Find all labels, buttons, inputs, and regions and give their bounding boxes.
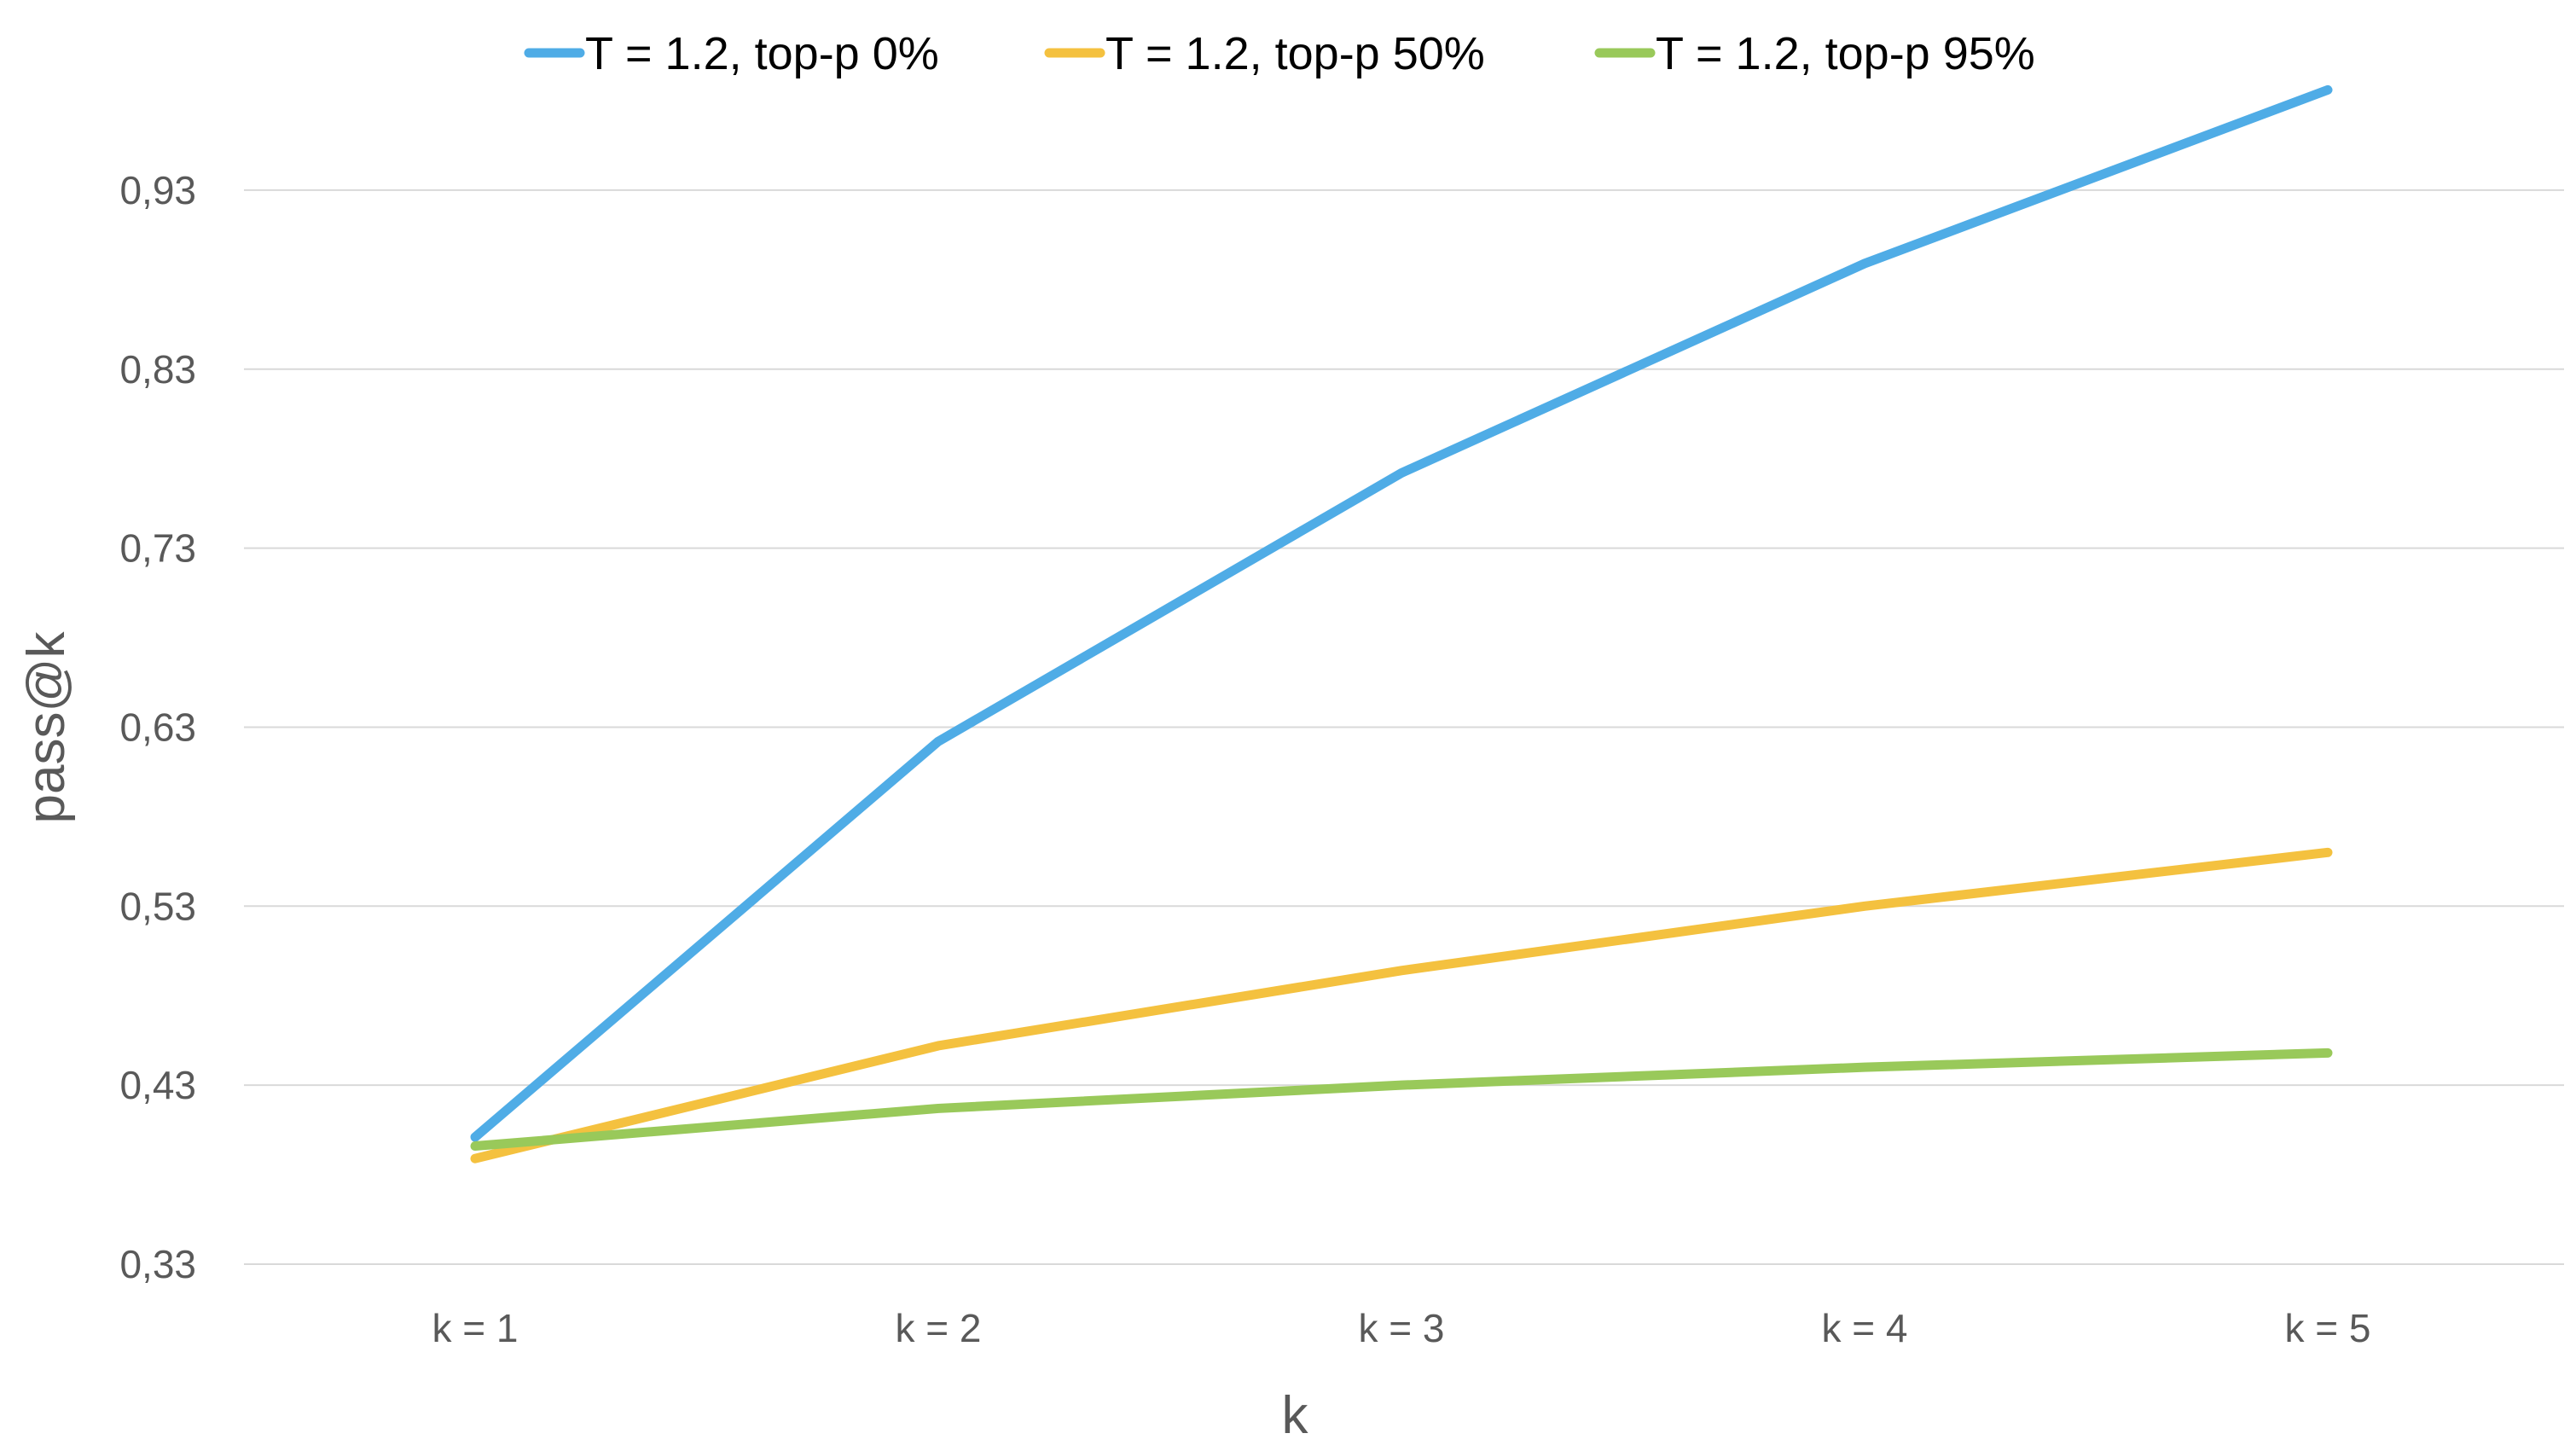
legend-label: T = 1.2, top-p 95%: [1656, 28, 2035, 79]
x-tick-label: k = 2: [895, 1306, 981, 1350]
y-axis-title: pass@k: [17, 631, 76, 824]
y-tick-label: 0,43: [119, 1063, 196, 1107]
y-axis-ticks: 0,33 0,43 0,53 0,63 0,73 0,83 0,93: [119, 168, 196, 1286]
series-line-3: [470, 1047, 2333, 1151]
series-line-1: [470, 84, 2333, 1142]
x-tick-label: k = 3: [1358, 1306, 1444, 1350]
x-tick-label: k = 5: [2284, 1306, 2370, 1350]
x-tick-label: k = 1: [432, 1306, 518, 1350]
y-tick-label: 0,83: [119, 347, 196, 392]
series-line-2: [470, 847, 2333, 1164]
legend-label: T = 1.2, top-p 50%: [1105, 28, 1485, 79]
x-tick-label: k = 4: [1821, 1306, 1907, 1350]
y-tick-label: 0,63: [119, 705, 196, 749]
series-lines: [470, 84, 2333, 1164]
y-tick-label: 0,73: [119, 526, 196, 571]
x-axis-ticks: k = 1 k = 2 k = 3 k = 4 k = 5: [432, 1306, 2370, 1350]
y-tick-label: 0,53: [119, 884, 196, 928]
y-tick-label: 0,33: [119, 1242, 196, 1286]
legend: T = 1.2, top-p 0% T = 1.2, top-p 50% T = 1…: [524, 28, 2035, 79]
y-tick-label: 0,93: [119, 168, 196, 212]
legend-label: T = 1.2, top-p 0%: [585, 28, 939, 79]
gridlines: [244, 189, 2564, 1265]
x-axis-title: k: [1282, 1386, 1309, 1445]
